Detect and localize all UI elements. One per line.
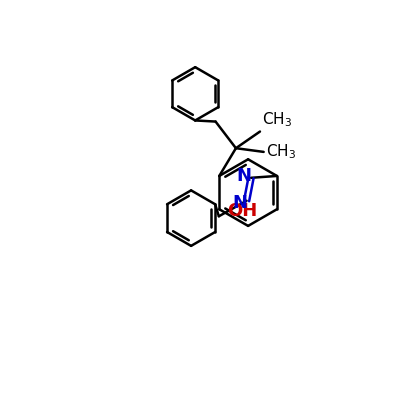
- Text: OH: OH: [228, 202, 258, 220]
- Text: N: N: [236, 166, 252, 184]
- Text: CH$_3$: CH$_3$: [266, 142, 296, 161]
- Text: N: N: [232, 194, 247, 212]
- Text: CH$_3$: CH$_3$: [262, 110, 292, 129]
